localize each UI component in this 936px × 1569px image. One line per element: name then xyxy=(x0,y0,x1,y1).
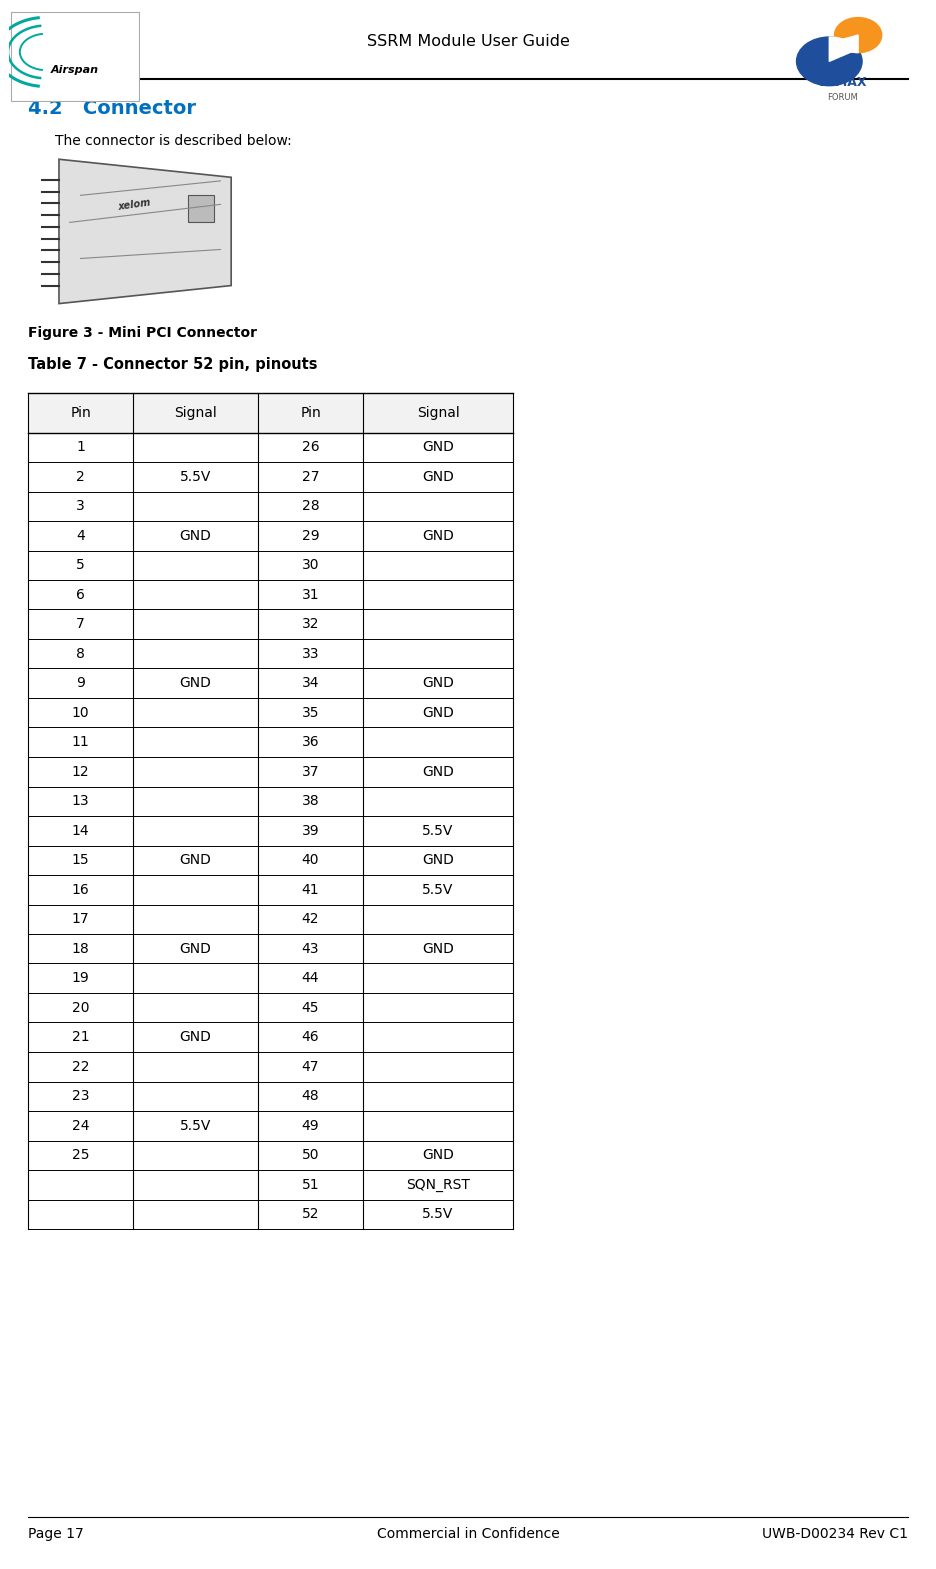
Text: 49: 49 xyxy=(301,1119,319,1133)
Text: Page 17: Page 17 xyxy=(28,1527,83,1541)
Text: 15: 15 xyxy=(72,854,89,868)
Text: Figure 3 - Mini PCI Connector: Figure 3 - Mini PCI Connector xyxy=(28,326,257,340)
Text: 10: 10 xyxy=(72,706,89,720)
Text: 18: 18 xyxy=(72,941,89,956)
Circle shape xyxy=(835,17,882,53)
Text: 45: 45 xyxy=(301,1001,319,1015)
Text: 38: 38 xyxy=(301,794,319,808)
Text: GND: GND xyxy=(180,854,212,868)
Wedge shape xyxy=(829,38,857,61)
Text: 8: 8 xyxy=(76,646,85,661)
Text: 35: 35 xyxy=(301,706,319,720)
Text: 3: 3 xyxy=(76,499,85,513)
FancyBboxPatch shape xyxy=(10,13,139,100)
Text: 33: 33 xyxy=(301,646,319,661)
Text: GND: GND xyxy=(422,469,454,483)
Text: 27: 27 xyxy=(301,469,319,483)
Text: 41: 41 xyxy=(301,883,319,897)
Text: SQN_RST: SQN_RST xyxy=(406,1178,470,1192)
Text: GND: GND xyxy=(422,854,454,868)
Text: 21: 21 xyxy=(72,1031,89,1045)
Text: 29: 29 xyxy=(301,529,319,543)
Text: FORUM: FORUM xyxy=(827,93,857,102)
Text: Table 7 - Connector 52 pin, pinouts: Table 7 - Connector 52 pin, pinouts xyxy=(28,358,317,372)
Text: 12: 12 xyxy=(72,764,89,778)
Text: 28: 28 xyxy=(301,499,319,513)
Text: 48: 48 xyxy=(301,1089,319,1103)
Text: 9: 9 xyxy=(76,676,85,690)
Text: 37: 37 xyxy=(301,764,319,778)
Text: The connector is described below:: The connector is described below: xyxy=(55,133,292,147)
Text: 40: 40 xyxy=(301,854,319,868)
Text: UWB-D00234 Rev C1: UWB-D00234 Rev C1 xyxy=(762,1527,908,1541)
Text: 30: 30 xyxy=(301,559,319,573)
Text: 1: 1 xyxy=(76,441,85,455)
Text: Airspan: Airspan xyxy=(51,64,99,75)
Text: GND: GND xyxy=(422,529,454,543)
FancyBboxPatch shape xyxy=(188,196,214,223)
Text: 43: 43 xyxy=(301,941,319,956)
Text: Signal: Signal xyxy=(417,406,460,420)
Text: 34: 34 xyxy=(301,676,319,690)
Text: 19: 19 xyxy=(72,971,89,985)
Text: 22: 22 xyxy=(72,1059,89,1073)
Text: SSRM Module User Guide: SSRM Module User Guide xyxy=(367,33,569,49)
Text: 52: 52 xyxy=(301,1207,319,1221)
Text: 4.2   Connector: 4.2 Connector xyxy=(28,99,196,119)
Text: 7: 7 xyxy=(76,617,85,631)
Text: 31: 31 xyxy=(301,588,319,602)
Text: GND: GND xyxy=(180,529,212,543)
Text: Signal: Signal xyxy=(174,406,217,420)
Text: GND: GND xyxy=(422,941,454,956)
Text: 47: 47 xyxy=(301,1059,319,1073)
Text: 17: 17 xyxy=(72,912,89,926)
Text: GND: GND xyxy=(422,706,454,720)
Text: 4: 4 xyxy=(76,529,85,543)
Text: GND: GND xyxy=(180,676,212,690)
Text: 39: 39 xyxy=(301,824,319,838)
Text: 36: 36 xyxy=(301,736,319,750)
Text: 2: 2 xyxy=(76,469,85,483)
Text: 5.5V: 5.5V xyxy=(422,883,454,897)
Text: 51: 51 xyxy=(301,1178,319,1192)
Text: 5.5V: 5.5V xyxy=(180,1119,212,1133)
Text: 16: 16 xyxy=(72,883,89,897)
Text: Commercial in Confidence: Commercial in Confidence xyxy=(376,1527,560,1541)
Text: GND: GND xyxy=(180,1031,212,1045)
Circle shape xyxy=(797,38,862,86)
Text: 6: 6 xyxy=(76,588,85,602)
Text: 23: 23 xyxy=(72,1089,89,1103)
Text: xelom: xelom xyxy=(117,198,152,212)
Text: 13: 13 xyxy=(72,794,89,808)
Text: 32: 32 xyxy=(301,617,319,631)
Text: GND: GND xyxy=(422,676,454,690)
Text: WiMAX: WiMAX xyxy=(818,75,867,89)
Text: GND: GND xyxy=(422,441,454,455)
Text: 44: 44 xyxy=(301,971,319,985)
Text: 26: 26 xyxy=(301,441,319,455)
Text: GND: GND xyxy=(422,764,454,778)
Text: 20: 20 xyxy=(72,1001,89,1015)
Text: 5: 5 xyxy=(76,559,85,573)
Text: 50: 50 xyxy=(301,1149,319,1163)
Text: 5.5V: 5.5V xyxy=(422,1207,454,1221)
Text: 14: 14 xyxy=(72,824,89,838)
Text: Pin: Pin xyxy=(70,406,91,420)
Text: Pin: Pin xyxy=(300,406,321,420)
Text: 11: 11 xyxy=(72,736,89,750)
Wedge shape xyxy=(836,35,858,53)
Text: 42: 42 xyxy=(301,912,319,926)
Polygon shape xyxy=(59,160,231,304)
Text: 24: 24 xyxy=(72,1119,89,1133)
Text: 46: 46 xyxy=(301,1031,319,1045)
Text: GND: GND xyxy=(422,1149,454,1163)
Text: 5.5V: 5.5V xyxy=(180,469,212,483)
Text: 25: 25 xyxy=(72,1149,89,1163)
Text: 5.5V: 5.5V xyxy=(422,824,454,838)
Text: GND: GND xyxy=(180,941,212,956)
Bar xyxy=(28,392,513,433)
